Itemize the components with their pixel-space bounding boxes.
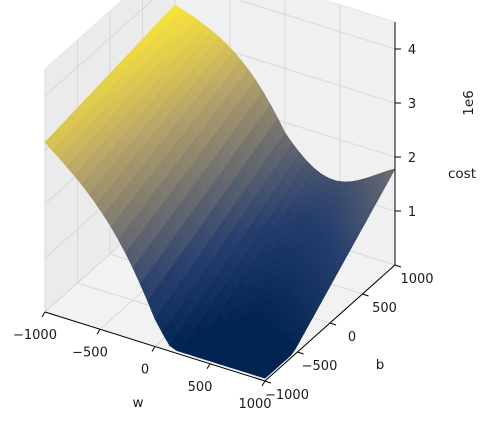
y-tick (394, 264, 402, 268)
y-tick-label: 0 (348, 330, 356, 345)
z-tick-label: 4 (408, 43, 416, 58)
x-axis-label: w (132, 395, 143, 411)
x-tick (261, 380, 266, 387)
z-tick-label: 2 (408, 151, 416, 166)
surface-patch (257, 371, 270, 379)
z-axis-label: cost (448, 166, 476, 182)
y-tick-label: −1000 (265, 388, 309, 403)
y-tick (264, 380, 272, 384)
x-tick (41, 311, 46, 318)
x-tick (151, 346, 156, 352)
y-tick-label: 1000 (400, 272, 433, 287)
x-tick (206, 363, 211, 370)
y-tick (329, 322, 337, 326)
x-tick (96, 328, 101, 335)
z-axis-offset-text: 1e6 (461, 90, 477, 115)
x-tick-label: −500 (72, 345, 108, 360)
y-tick (297, 351, 304, 355)
tick-marks (41, 48, 402, 387)
x-tick-label: 1000 (238, 397, 271, 412)
z-grid-line (44, 0, 396, 97)
z-tick-label: 1 (408, 205, 416, 220)
x-tick-label: −1000 (13, 328, 57, 343)
y-tick-label: −500 (302, 359, 338, 374)
cost-surface (44, 4, 396, 379)
y-tick (362, 293, 369, 297)
z-tick-label: 3 (408, 97, 416, 112)
y-tick-label: 500 (372, 301, 397, 316)
y-axis-label: b (376, 357, 385, 373)
x-tick-label: 500 (188, 380, 213, 395)
x-tick-label: 0 (141, 363, 149, 378)
